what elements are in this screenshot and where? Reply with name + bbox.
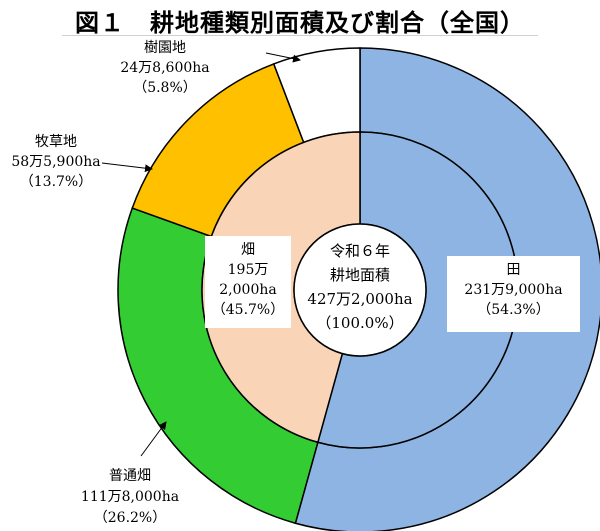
label-jumokuen-value: 24万8,600ha — [120, 60, 210, 76]
label-hatake-value-1: 195万 — [227, 262, 269, 278]
leader-jumokuen — [265, 52, 301, 63]
center-label-name: 耕地面積 — [329, 266, 390, 284]
center-label: 令和６年 耕地面積 427万2,000ha （100.0%） — [296, 239, 424, 335]
label-futsu-value: 111万8,000ha — [80, 489, 180, 505]
label-futsu: 普通畑 111万8,000ha （26.2%） — [66, 466, 194, 529]
label-bokusochi-name: 牧草地 — [35, 134, 77, 150]
center-label-total: 427万2,000ha — [307, 290, 413, 308]
label-jumokuen-name: 樹園地 — [144, 40, 186, 56]
center-hole — [293, 223, 427, 357]
chart-title: 図１ 耕地種類別面積及び割合（全国） — [75, 9, 525, 37]
center-label-period: 令和６年 — [329, 242, 390, 260]
label-ta: 田 231万9,000ha （54.3%） — [447, 256, 580, 332]
title-underline — [62, 35, 538, 36]
label-ta-percent: （54.3%） — [477, 302, 550, 318]
label-bokusochi-value: 58万5,900ha — [11, 154, 101, 170]
center-label-percent: （100.0%） — [316, 314, 404, 332]
leader-lines — [101, 52, 301, 457]
label-futsu-percent: （26.2%） — [93, 510, 167, 526]
label-bokusochi-percent: （13.7%） — [19, 174, 93, 190]
label-hatake: 畑 195万 2,000ha （45.7%） — [205, 236, 291, 328]
label-hatake-value-2: 2,000ha — [219, 282, 277, 298]
label-futsu-name: 普通畑 — [109, 468, 151, 484]
label-jumokuen: 樹園地 24万8,600ha （5.8%） — [90, 38, 240, 98]
label-hatake-name: 畑 — [241, 242, 255, 258]
label-bokusochi: 牧草地 58万5,900ha （13.7%） — [0, 132, 112, 192]
label-ta-name: 田 — [506, 262, 521, 278]
leader-bokusochi — [101, 162, 153, 173]
label-ta-value: 231万9,000ha — [464, 282, 563, 298]
label-hatake-percent: （45.7%） — [211, 302, 285, 318]
leader-futsu — [140, 421, 167, 457]
label-jumokuen-percent: （5.8%） — [133, 80, 197, 96]
